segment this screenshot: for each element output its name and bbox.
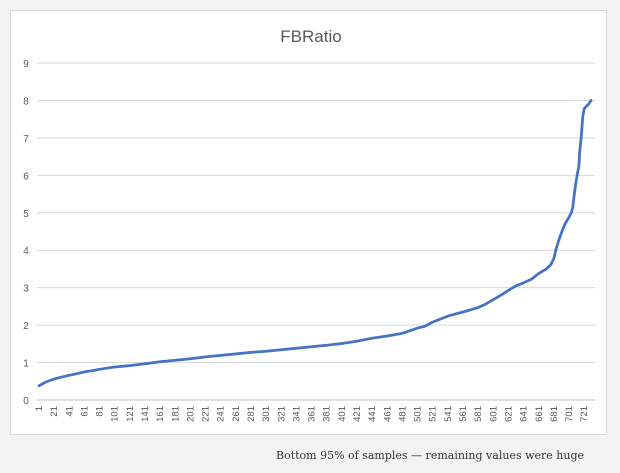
- x-tick-label: 301: [261, 406, 272, 422]
- x-tick-label: 461: [382, 406, 393, 422]
- x-tick-label: 101: [110, 406, 121, 422]
- x-tick-label: 581: [473, 406, 484, 422]
- x-tick-label: 441: [367, 406, 378, 422]
- x-tick-label: 1: [34, 406, 45, 411]
- y-tick-label: 3: [23, 284, 29, 295]
- x-tick-label: 701: [564, 406, 575, 422]
- x-tick-label: 421: [352, 406, 363, 422]
- x-tick-label: 501: [413, 406, 424, 422]
- x-tick-label: 601: [488, 406, 499, 422]
- x-tick-label: 241: [216, 406, 227, 422]
- x-tick-label: 561: [458, 406, 469, 422]
- x-tick-label: 521: [428, 406, 439, 422]
- x-tick-label: 721: [579, 406, 590, 422]
- x-tick-label: 141: [140, 406, 151, 422]
- x-tick-label: 641: [519, 406, 530, 422]
- x-tick-label: 341: [291, 406, 302, 422]
- x-tick-label: 621: [503, 406, 514, 422]
- y-tick-label: 2: [23, 321, 29, 332]
- y-tick-label: 7: [23, 134, 29, 145]
- x-tick-label: 681: [549, 406, 560, 422]
- x-tick-label: 361: [307, 406, 318, 422]
- x-tick-label: 661: [534, 406, 545, 422]
- x-tick-label: 281: [246, 406, 257, 422]
- series-line: [37, 99, 593, 388]
- chart-title: FBRatio: [280, 27, 341, 46]
- x-tick-label: 121: [125, 406, 136, 422]
- x-tick-label: 161: [155, 406, 166, 422]
- y-tick-label: 4: [23, 246, 29, 257]
- y-tick-label: 1: [23, 359, 29, 370]
- x-tick-label: 181: [170, 406, 181, 422]
- x-tick-label: 381: [322, 406, 333, 422]
- x-tick-label: 201: [185, 406, 196, 422]
- y-tick-label: 0: [23, 396, 29, 407]
- x-tick-label: 221: [201, 406, 212, 422]
- y-tick-label: 6: [23, 171, 29, 182]
- x-tick-label: 41: [64, 406, 75, 417]
- chart-caption: Bottom 95% of samples — remaining values…: [275, 449, 584, 462]
- y-tick-label: 8: [23, 96, 29, 107]
- x-tick-label: 401: [337, 406, 348, 422]
- x-tick-label: 541: [443, 406, 454, 422]
- x-tick-label: 81: [95, 406, 106, 417]
- x-tick-label: 21: [49, 406, 60, 417]
- x-tick-label: 321: [276, 406, 287, 422]
- y-tick-label: 5: [23, 209, 29, 220]
- x-tick-label: 261: [231, 406, 242, 422]
- x-tick-label: 481: [397, 406, 408, 422]
- y-tick-label: 9: [23, 59, 29, 70]
- x-tick-label: 61: [79, 406, 90, 417]
